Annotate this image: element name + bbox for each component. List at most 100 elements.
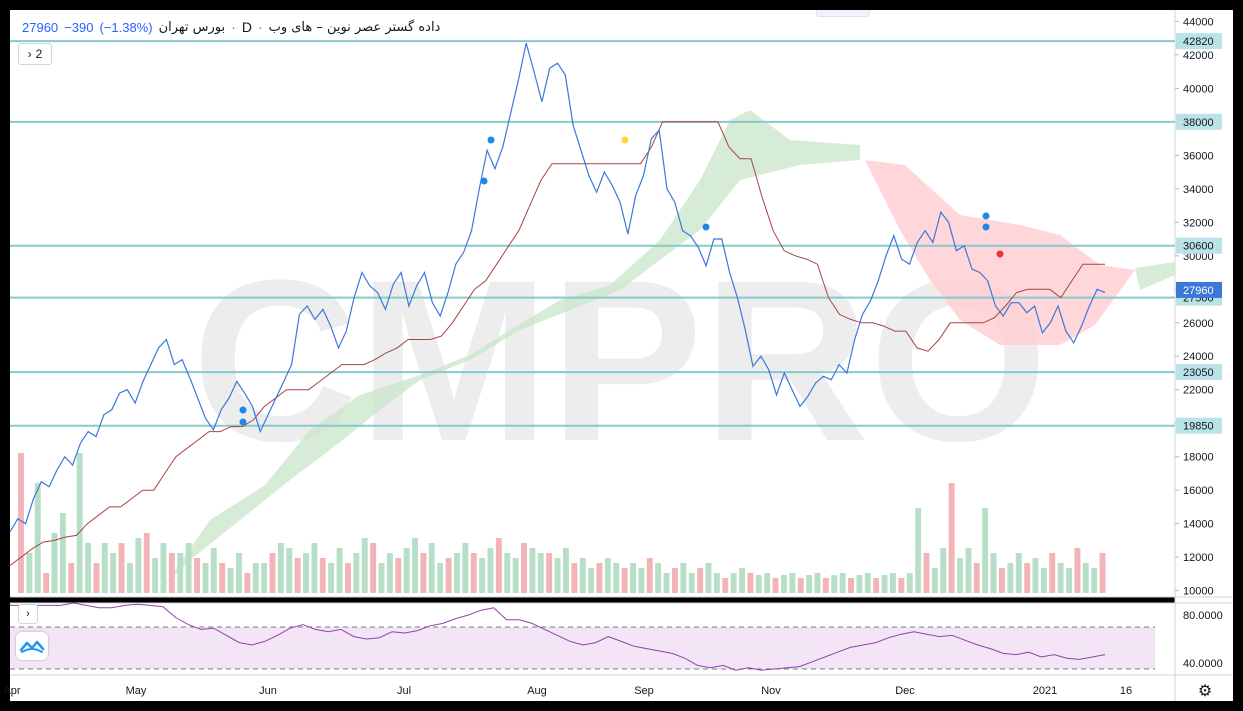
volume-bar <box>898 578 905 593</box>
volume-bar <box>512 558 519 593</box>
volume-bar <box>336 548 343 593</box>
volume-bar <box>118 543 125 593</box>
volume-bar <box>428 543 435 593</box>
volume-bar <box>210 548 217 593</box>
volume-bar <box>495 538 502 593</box>
ichimoku-cloud-bullish <box>165 110 860 585</box>
time-axis-label: Jun <box>259 685 277 697</box>
volume-bar <box>445 558 452 593</box>
price-axis-label: 34000 <box>1183 184 1214 196</box>
volume-bar <box>412 538 418 593</box>
volume-bar <box>51 533 58 593</box>
rsi-axis-label: 80.0000 <box>1183 610 1223 622</box>
volume-bar <box>1015 553 1022 593</box>
volume-bar <box>747 573 754 593</box>
volume-bar <box>462 543 469 593</box>
volume-bar <box>831 575 838 593</box>
legend-separator: · <box>231 19 236 35</box>
volume-bar <box>839 573 846 593</box>
price-axis-label: 10000 <box>1183 586 1214 598</box>
time-axis-panel <box>10 675 1233 701</box>
volume-bar <box>789 573 796 593</box>
price-axis-label: 42000 <box>1183 50 1214 62</box>
level-price-tag-label: 30600 <box>1183 241 1214 253</box>
volume-bar <box>613 563 620 593</box>
signal-marker <box>702 223 710 231</box>
volume-bar <box>655 563 662 593</box>
volume-bar <box>1032 558 1039 593</box>
volume-bar <box>948 483 955 593</box>
volume-bar <box>378 563 385 593</box>
volume-bar <box>160 543 167 593</box>
volume-bar <box>1091 568 1098 593</box>
volume-bar <box>546 553 553 593</box>
volume-bar <box>730 573 737 593</box>
rsi-pane-toggle-button[interactable]: › <box>18 604 38 624</box>
volume-bar <box>43 573 50 593</box>
legend-separator-2: · <box>257 19 263 35</box>
volume-bar <box>604 558 611 593</box>
volume-bar <box>864 573 871 593</box>
volume-bar <box>110 553 117 593</box>
volume-bar <box>1024 563 1031 593</box>
price-axis-label: 22000 <box>1183 385 1214 397</box>
volume-bar <box>982 508 989 593</box>
signal-marker <box>239 418 247 426</box>
volume-bar <box>1074 548 1081 593</box>
volume-bar <box>143 533 150 593</box>
level-price-tag-label: 19850 <box>1183 421 1214 433</box>
cloud-logo-icon <box>19 640 45 653</box>
chart-settings-gear-icon[interactable]: ⚙ <box>1197 683 1213 700</box>
level-price-tag <box>1176 364 1222 381</box>
volume-bar <box>923 553 930 593</box>
baseline-series <box>9 121 1105 566</box>
signal-marker <box>982 212 990 220</box>
volume-bar <box>1066 568 1072 593</box>
signal-marker <box>982 223 990 231</box>
volume-bar <box>252 563 259 593</box>
volume-bar <box>194 558 200 593</box>
volume-bar <box>957 558 963 593</box>
volume-bar <box>277 543 284 593</box>
volume-bar <box>269 553 276 593</box>
price-axis-panel <box>1175 10 1233 675</box>
volume-bar <box>93 563 100 593</box>
indicator-count: 2 <box>35 47 43 61</box>
volume-bar <box>990 553 997 593</box>
time-axis-label: Sep <box>634 685 654 697</box>
volume-bar <box>906 573 913 593</box>
volume-bar <box>688 573 695 593</box>
level-price-tag <box>1176 33 1222 50</box>
volume-bar <box>328 563 335 593</box>
volume-bar <box>152 558 159 593</box>
level-price-tag <box>1176 113 1222 130</box>
volume-bar <box>680 563 687 593</box>
volume-bar <box>999 568 1005 593</box>
volume-bar <box>219 563 226 593</box>
volume-bar <box>303 553 309 593</box>
volume-bar <box>697 568 704 593</box>
volume-bar <box>806 575 813 593</box>
volume-bar <box>571 563 578 593</box>
volume-bar <box>529 548 536 593</box>
time-axis-label: Dec <box>895 685 915 697</box>
indicators-collapse-button[interactable]: › 2 <box>18 43 52 65</box>
volume-bar <box>848 578 854 593</box>
volume-bar <box>504 553 511 593</box>
volume-bar <box>76 453 83 593</box>
volume-bar <box>361 538 368 593</box>
volume-bar <box>244 573 251 593</box>
legend-exchange: بورس تهران <box>158 19 226 35</box>
tradingview-logo-icon[interactable] <box>16 632 48 660</box>
top-toolbar-handle[interactable] <box>816 10 870 17</box>
volume-bar <box>420 553 427 593</box>
volume-bar <box>135 538 142 593</box>
volume-bar <box>311 543 318 593</box>
signal-marker <box>239 406 247 414</box>
volume-bar <box>18 453 24 593</box>
price-axis-label: 26000 <box>1183 318 1214 330</box>
volume-bar <box>168 553 175 593</box>
time-axis-label: Apr <box>3 685 20 697</box>
